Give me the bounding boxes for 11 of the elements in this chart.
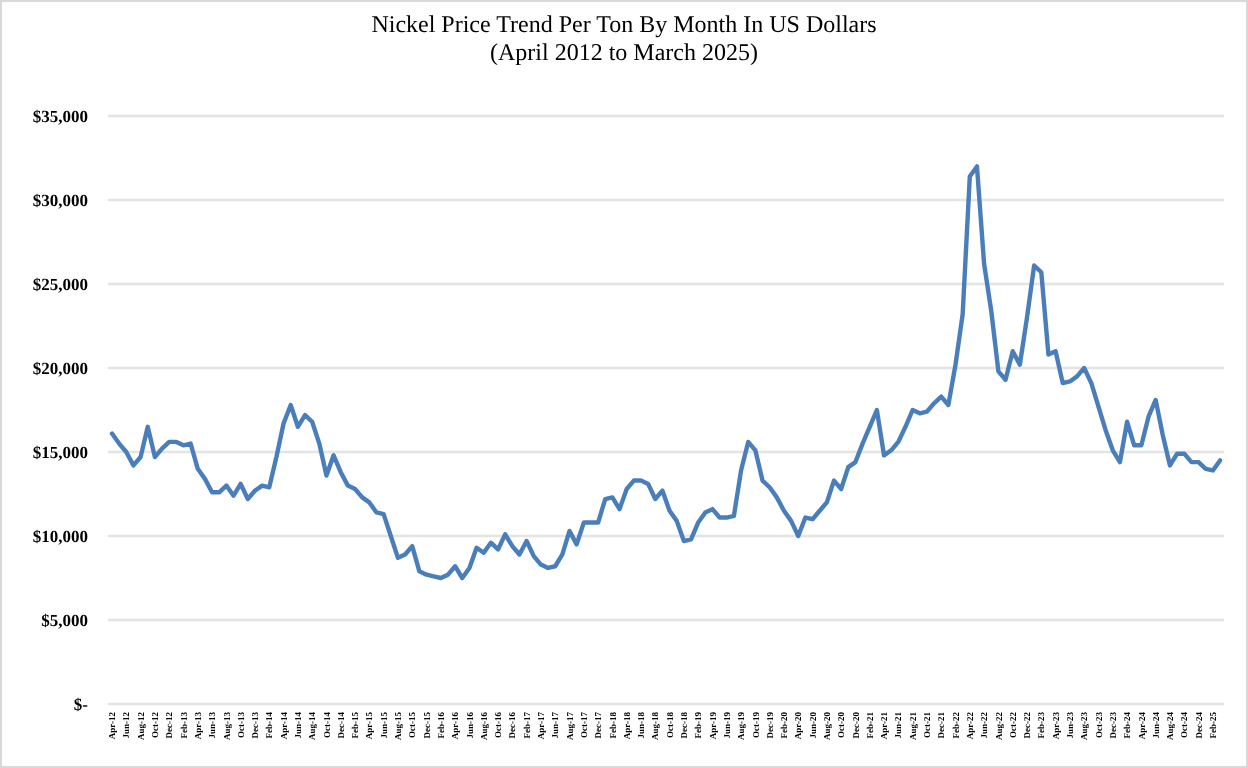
chart-title: Nickel Price Trend Per Ton By Month In US Dollars [371,10,878,38]
y-tick-label: $20,000 [32,357,88,378]
y-tick-label: $25,000 [32,273,88,294]
line-series [109,164,1223,581]
y-tick-label: $- [73,693,89,714]
chart-subtitle: (April 2012 to March 2025) [490,38,758,66]
y-tick-label: $10,000 [32,525,88,546]
y-tick-label: $15,000 [32,441,88,462]
y-tick-label: $35,000 [32,105,88,126]
y-tick-label: $5,000 [41,609,88,630]
y-tick-label: $30,000 [32,189,88,210]
